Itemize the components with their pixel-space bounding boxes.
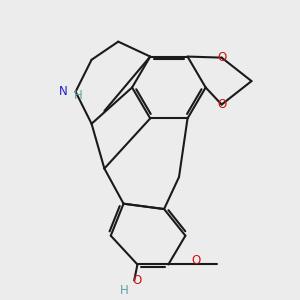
Text: N: N <box>59 85 68 98</box>
Text: O: O <box>218 51 227 64</box>
Text: H: H <box>74 89 82 102</box>
Text: O: O <box>133 274 142 287</box>
Text: O: O <box>218 98 227 111</box>
Text: O: O <box>191 254 201 266</box>
Text: H: H <box>119 284 128 297</box>
